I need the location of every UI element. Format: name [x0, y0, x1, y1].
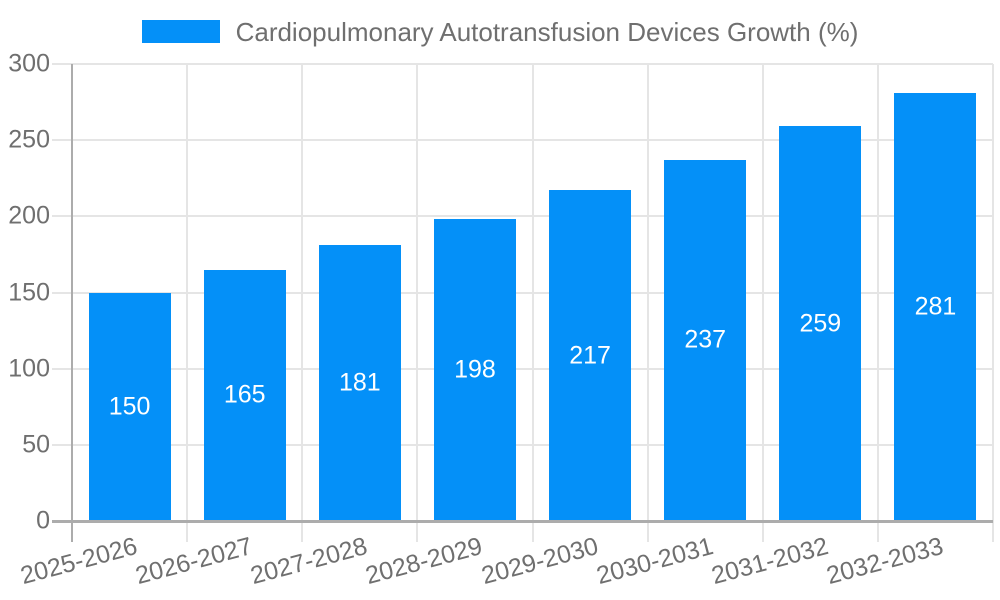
y-tick-label: 150 [8, 278, 50, 306]
y-gridline [52, 443, 993, 446]
bar[interactable] [894, 92, 977, 521]
bar[interactable] [549, 190, 632, 521]
bar[interactable] [318, 245, 401, 521]
y-tick-label: 200 [8, 201, 50, 230]
x-gridline [646, 64, 649, 542]
y-tick-label: 0 [36, 506, 50, 535]
x-axis-line [52, 520, 993, 523]
bar[interactable] [664, 159, 747, 521]
y-tick-label: 300 [8, 49, 50, 78]
x-gridline [186, 64, 189, 542]
x-gridline [416, 64, 419, 542]
x-gridline [531, 64, 534, 542]
x-tick-label: 2025-2026 [17, 532, 141, 591]
bar-value-label: 150 [108, 392, 151, 421]
x-tick-label: 2032-2033 [823, 532, 947, 591]
bar-value-label: 198 [454, 355, 496, 384]
legend-swatch [141, 20, 220, 43]
y-gridline [52, 139, 993, 142]
x-gridline [761, 64, 764, 542]
bar-value-label: 217 [569, 341, 611, 370]
bar-value-label: 181 [338, 368, 381, 397]
y-gridline [52, 367, 993, 370]
bar-value-label: 165 [223, 380, 266, 409]
bar-value-label: 259 [799, 309, 842, 338]
x-tick-label: 2031-2032 [708, 532, 832, 591]
y-gridline [52, 63, 993, 65]
bar[interactable] [779, 126, 862, 521]
bar[interactable] [88, 292, 171, 521]
bar[interactable] [433, 219, 516, 521]
x-tick-label: 2029-2030 [478, 532, 601, 591]
y-gridline [52, 215, 993, 218]
x-tick-label: 2030-2031 [593, 532, 716, 591]
legend-item[interactable]: Cardiopulmonary Autotransfusion Devices … [0, 18, 1000, 45]
y-tick-label: 100 [8, 354, 50, 383]
x-gridline [301, 64, 304, 542]
x-tick-label: 2027-2028 [247, 532, 371, 591]
y-tick-label: 250 [8, 125, 50, 154]
legend-label: Cardiopulmonary Autotransfusion Devices … [235, 16, 859, 47]
y-axis-line [70, 64, 73, 542]
x-gridline [992, 64, 994, 542]
x-tick-label: 2026-2027 [132, 532, 256, 591]
bar-value-label: 237 [684, 325, 727, 354]
bar-value-label: 281 [914, 292, 957, 321]
x-gridline [876, 64, 879, 542]
y-gridline [52, 291, 993, 294]
y-tick-label: 50 [22, 430, 50, 459]
bar[interactable] [203, 269, 286, 521]
x-tick-label: 2028-2029 [362, 532, 486, 591]
